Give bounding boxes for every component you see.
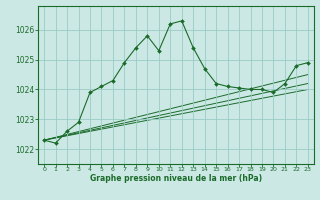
X-axis label: Graphe pression niveau de la mer (hPa): Graphe pression niveau de la mer (hPa) (90, 174, 262, 183)
